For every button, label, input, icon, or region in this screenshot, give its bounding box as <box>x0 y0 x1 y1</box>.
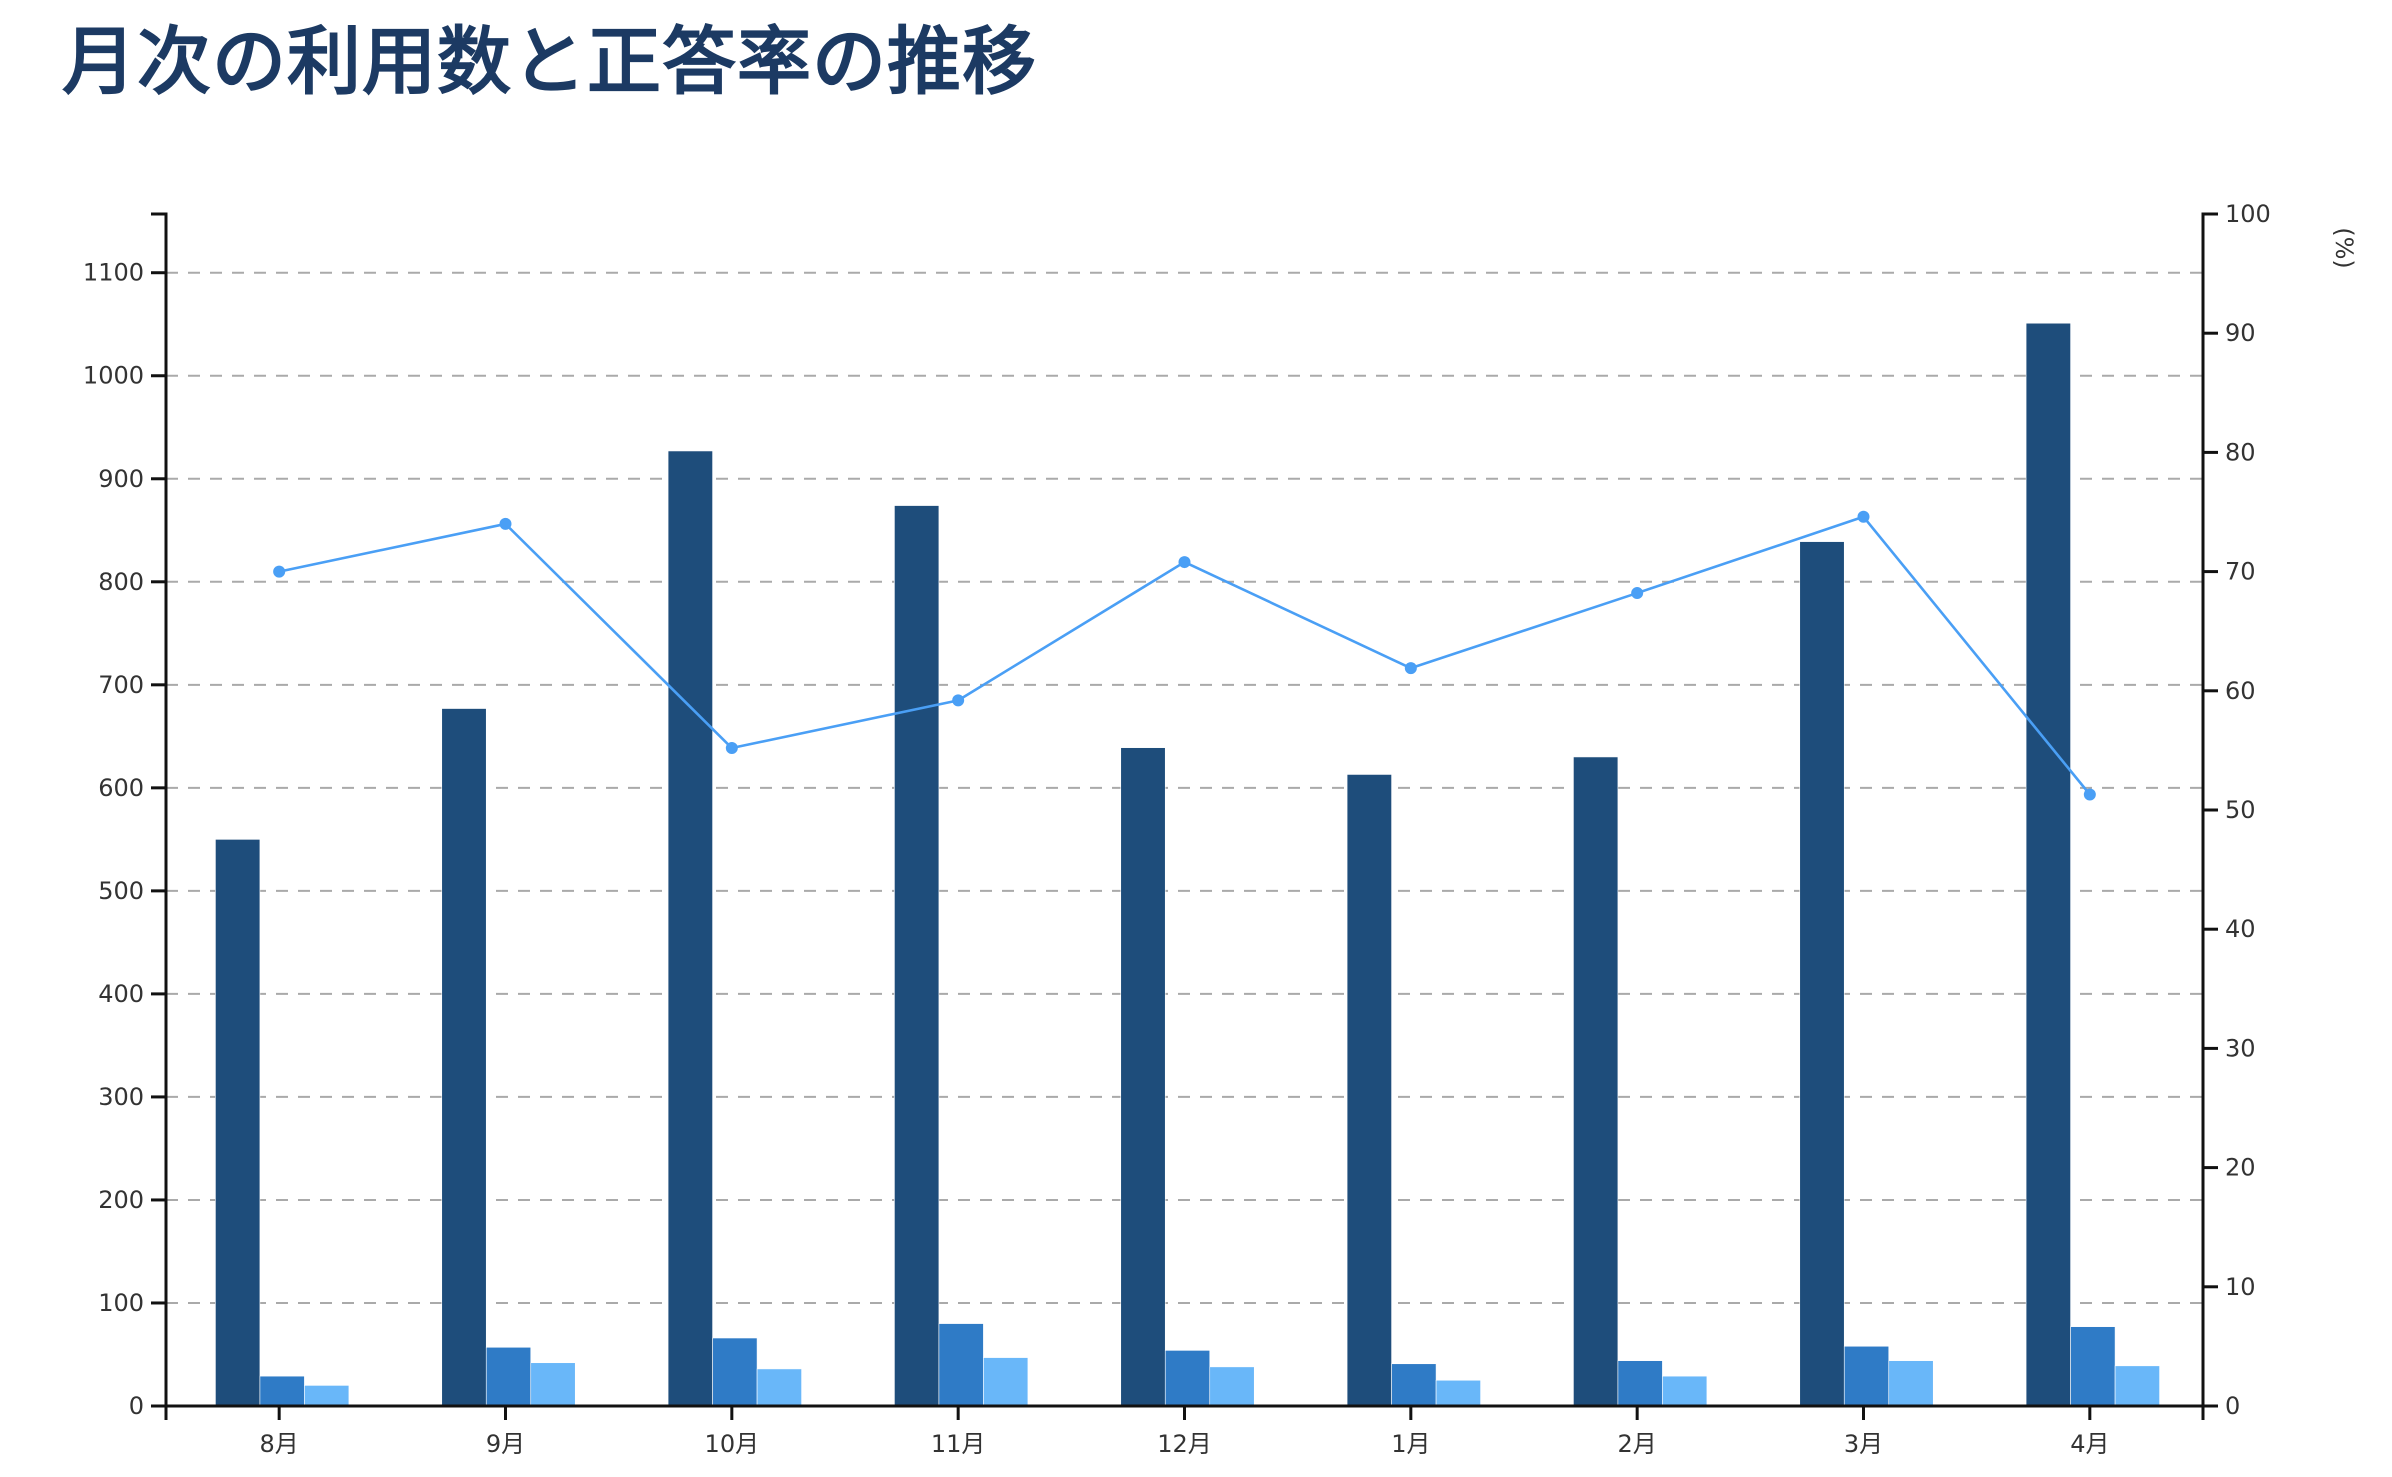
right-axis-tick-label: 80 <box>2225 438 2256 466</box>
right-axis-title: (%) <box>2330 227 2358 269</box>
bar-series_dark <box>215 839 261 1407</box>
x-axis-label: 3月 <box>1844 1430 1883 1458</box>
left-axis-tick-label: 500 <box>98 877 144 905</box>
line-point <box>1178 556 1191 569</box>
line-point <box>1857 510 1870 523</box>
bar-series_dark <box>1573 756 1619 1407</box>
line-point <box>2083 788 2096 801</box>
line-point <box>1404 662 1417 675</box>
x-axis-label: 10月 <box>705 1430 760 1458</box>
bar-series_light <box>1435 1379 1481 1407</box>
x-axis: 8月 9月 10月 11月 12月 1月 2月 3月 4月 <box>151 1404 2218 1458</box>
right-axis-tick-label: 70 <box>2225 558 2256 586</box>
right-axis-tick-label: 30 <box>2225 1034 2256 1062</box>
left-axis-tick-label: 0 <box>129 1392 144 1420</box>
bar-series <box>215 322 2160 1407</box>
bar-series_light <box>983 1357 1029 1407</box>
bar-series_dark <box>894 505 940 1407</box>
bar-series_dark <box>441 708 487 1407</box>
bar-series_dark <box>1346 774 1392 1407</box>
bar-series_dark <box>667 450 713 1407</box>
bar-series_light <box>530 1362 576 1407</box>
x-axis-label: 1月 <box>1391 1430 1430 1458</box>
bar-series_light <box>756 1368 802 1407</box>
left-axis-tick-label: 1100 <box>83 259 144 287</box>
left-axis-tick-label: 400 <box>98 980 144 1008</box>
line-point <box>273 565 286 578</box>
x-axis-label: 4月 <box>2070 1430 2109 1458</box>
bar-series_dark <box>2025 322 2071 1407</box>
line-point <box>725 742 738 755</box>
left-axis-tick-label: 1000 <box>83 362 144 390</box>
bar-series_medium <box>259 1375 305 1407</box>
right-axis-tick-label: 10 <box>2225 1273 2256 1301</box>
gridlines <box>166 271 2203 1304</box>
bar-series_medium <box>485 1346 532 1407</box>
x-axis-label: 12月 <box>1157 1430 1212 1458</box>
bar-series_medium <box>938 1323 984 1407</box>
bar-series_dark <box>1120 747 1166 1407</box>
right-axis-line <box>2201 212 2218 1420</box>
bar-series_medium <box>1843 1345 1890 1407</box>
right-axis-tick-label: 40 <box>2225 915 2256 943</box>
left-axis-tick-label: 600 <box>98 774 144 802</box>
bar-series_light <box>1209 1366 1255 1407</box>
chart-title: 月次の利用数と正答率の推移 <box>62 19 1037 105</box>
right-axis-tick-label: 50 <box>2225 796 2256 824</box>
bar-series_light <box>1888 1360 1934 1407</box>
line-point <box>952 694 965 707</box>
left-axis-tick-label: 700 <box>98 671 144 699</box>
right-axis-tick-label: 100 <box>2225 200 2271 228</box>
bar-series_medium <box>1391 1363 1437 1407</box>
bar-series_medium <box>2070 1326 2116 1407</box>
bar-series_medium <box>1164 1350 1211 1407</box>
left-axis-tick-label: 800 <box>98 568 144 596</box>
rate-line-series <box>273 510 2096 801</box>
bar-series_light <box>304 1385 350 1407</box>
line-point <box>1631 587 1644 600</box>
x-axis-label: 11月 <box>931 1430 986 1458</box>
line-point <box>499 517 512 530</box>
left-axis-tick-label: 200 <box>98 1186 144 1214</box>
x-axis-label: 8月 <box>260 1430 299 1458</box>
right-axis-tick-label: 60 <box>2225 677 2256 705</box>
bar-series_dark <box>1799 541 1845 1407</box>
bar-series_medium <box>712 1337 758 1407</box>
bar-series_medium <box>1617 1360 1663 1407</box>
left-axis-line <box>151 212 168 1406</box>
right-axis-tick-label: 90 <box>2225 319 2256 347</box>
right-axis-tick-label: 0 <box>2225 1392 2240 1420</box>
bar-series_light <box>1662 1375 1708 1407</box>
right-y-axis: 0 10 20 30 40 50 60 70 80 90 100 <box>2201 200 2271 1420</box>
left-axis-tick-label: 300 <box>98 1083 144 1111</box>
x-axis-label: 2月 <box>1618 1430 1657 1458</box>
right-axis-tick-label: 20 <box>2225 1154 2256 1182</box>
left-axis-tick-label: 100 <box>98 1289 144 1317</box>
left-y-axis: 0 100 200 300 400 500 600 700 800 900 1000 1100 <box>83 212 168 1420</box>
x-axis-label: 9月 <box>486 1430 525 1458</box>
left-axis-tick-label: 900 <box>98 465 144 493</box>
bar-series_light <box>2114 1365 2160 1407</box>
